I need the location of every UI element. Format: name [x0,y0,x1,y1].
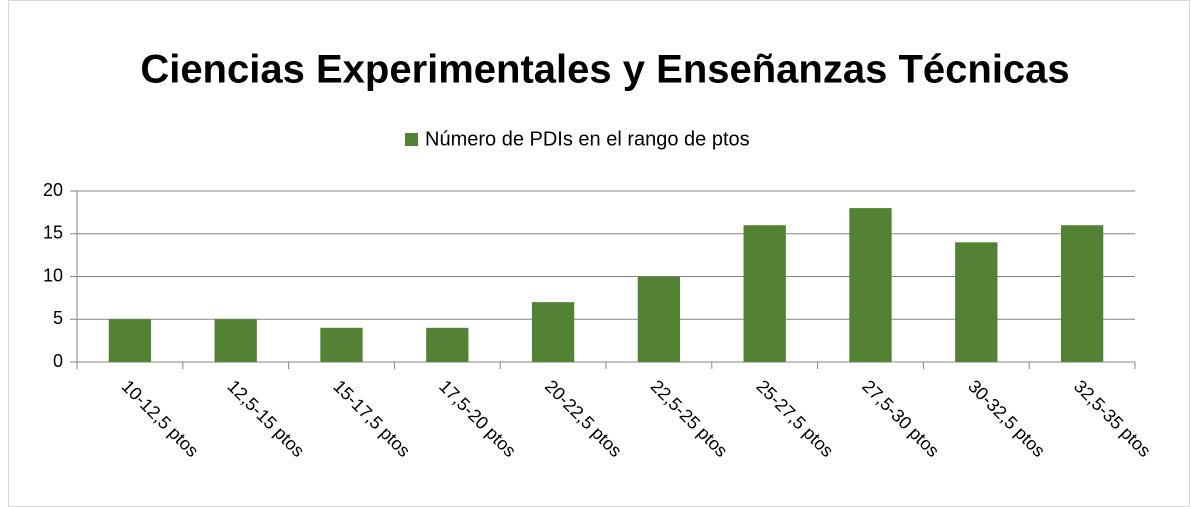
y-tick-label: 10 [43,265,63,285]
y-tick-label: 15 [43,223,63,243]
legend-label: Número de PDIs en el rango de ptos [425,128,750,150]
chart-title: Ciencias Experimentales y Enseñanzas Téc… [140,48,1069,92]
bar [108,319,152,362]
bar [531,302,575,362]
bar [426,327,469,362]
y-tick-label: 20 [43,180,63,200]
bar [849,208,892,362]
bar [743,225,786,362]
bar [320,327,363,362]
legend-swatch [405,133,418,146]
bar [214,319,257,362]
bar [955,242,998,362]
y-tick-label: 5 [53,308,63,328]
bar [637,276,681,362]
y-tick-label: 0 [53,351,63,371]
bar [1060,225,1104,362]
